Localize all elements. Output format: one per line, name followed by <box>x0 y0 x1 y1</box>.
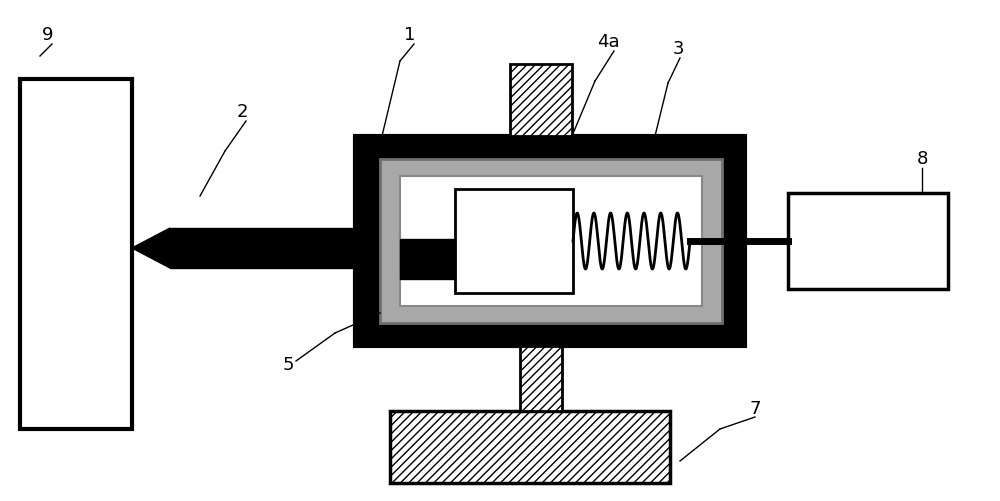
Bar <box>390 411 670 483</box>
Bar <box>788 193 948 290</box>
Bar <box>20 80 132 429</box>
Text: 9: 9 <box>42 26 54 44</box>
Bar <box>170 228 355 269</box>
Text: 3: 3 <box>672 40 684 58</box>
Text: 2: 2 <box>236 103 248 121</box>
Bar <box>520 346 562 411</box>
Text: 7: 7 <box>749 399 761 417</box>
Bar <box>510 65 572 137</box>
Bar <box>355 137 745 346</box>
Polygon shape <box>132 228 170 269</box>
Bar <box>455 189 573 294</box>
Text: 1: 1 <box>404 26 416 44</box>
Text: 8: 8 <box>916 150 928 168</box>
Text: 5: 5 <box>282 355 294 373</box>
Bar <box>400 177 702 307</box>
Text: 4a: 4a <box>597 33 619 51</box>
Bar <box>380 160 722 323</box>
Bar <box>400 239 455 280</box>
